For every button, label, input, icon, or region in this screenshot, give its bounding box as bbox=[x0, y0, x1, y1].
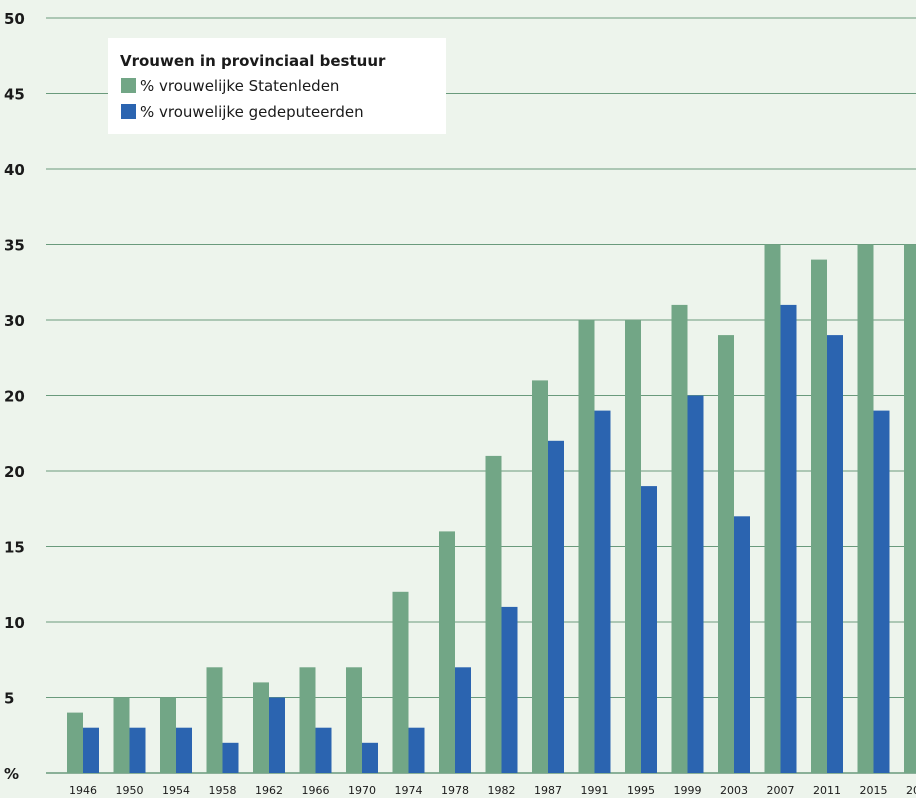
x-tick-label: 1966 bbox=[302, 784, 330, 797]
y-tick-label: 35 bbox=[4, 237, 25, 255]
bar-gedeputeerden bbox=[176, 727, 192, 773]
x-tick-label: 1974 bbox=[395, 784, 423, 797]
bar-gedeputeerden bbox=[594, 410, 611, 773]
bar-statenleden bbox=[671, 304, 688, 773]
bar-statenleden bbox=[113, 697, 130, 773]
bar-gedeputeerden bbox=[641, 486, 657, 773]
y-tick-label: 20 bbox=[4, 388, 25, 406]
bar-gedeputeerden bbox=[734, 516, 750, 773]
bar-statenleden bbox=[625, 320, 641, 773]
y-tick-label: 20 bbox=[4, 463, 25, 481]
x-tick-label: 1995 bbox=[627, 784, 655, 797]
bar-gedeputeerden bbox=[873, 410, 890, 773]
bar-statenleden bbox=[206, 667, 223, 773]
bar-statenleden bbox=[904, 244, 916, 773]
bar-gedeputeerden bbox=[362, 742, 378, 773]
y-tick-label: 15 bbox=[4, 539, 25, 557]
legend-background bbox=[108, 38, 446, 134]
bar-statenleden bbox=[253, 682, 269, 773]
y-tick-label: 5 bbox=[4, 690, 14, 708]
y-tick-label: 50 bbox=[4, 10, 25, 28]
x-tick-label: 1978 bbox=[441, 784, 469, 797]
x-tick-label: 1999 bbox=[674, 784, 702, 797]
legend-label-gedeputeerden: % vrouwelijke gedeputeerden bbox=[140, 103, 364, 121]
x-tick-label: 1987 bbox=[534, 784, 562, 797]
bar-statenleden bbox=[439, 531, 455, 773]
x-tick-label: 1958 bbox=[209, 784, 237, 797]
bar-statenleden bbox=[346, 667, 362, 773]
y-tick-label: 30 bbox=[4, 312, 25, 330]
bar-gedeputeerden bbox=[269, 697, 285, 773]
x-tick-label: 2011 bbox=[813, 784, 841, 797]
bar-statenleden bbox=[857, 244, 874, 773]
x-tick-label: 1970 bbox=[348, 784, 376, 797]
y-tick-label: 40 bbox=[4, 161, 25, 179]
bar-statenleden bbox=[718, 335, 734, 773]
y-tick-label: % bbox=[4, 765, 19, 783]
x-tick-label: 1950 bbox=[116, 784, 144, 797]
bar-statenleden bbox=[299, 667, 316, 773]
x-tick-label: 2019 bbox=[906, 784, 916, 797]
bar-gedeputeerden bbox=[827, 335, 843, 773]
bar-gedeputeerden bbox=[687, 395, 704, 773]
bar-gedeputeerden bbox=[455, 667, 471, 773]
x-axis-ticks: 1946 1950 1954 1958 1962 1966 1970 1974 1978 1982… bbox=[69, 784, 916, 797]
bar-statenleden bbox=[485, 455, 502, 773]
bar-gedeputeerden bbox=[548, 440, 564, 773]
bar-gedeputeerden bbox=[408, 727, 425, 773]
bar-statenleden bbox=[160, 697, 176, 773]
legend-swatch-gedeputeerden bbox=[121, 104, 136, 119]
legend: Vrouwen in provinciaal bestuur % vrouwel… bbox=[108, 38, 446, 134]
legend-title: Vrouwen in provinciaal bestuur bbox=[120, 52, 386, 70]
bar-gedeputeerden bbox=[83, 727, 99, 773]
bar-gedeputeerden bbox=[780, 304, 797, 773]
bar-gedeputeerden bbox=[315, 727, 332, 773]
y-tick-label: 45 bbox=[4, 86, 25, 104]
gridlines bbox=[46, 17, 916, 774]
x-tick-label: 2015 bbox=[860, 784, 888, 797]
x-tick-label: 1991 bbox=[581, 784, 609, 797]
bar-statenleden bbox=[532, 380, 548, 773]
bar-statenleden bbox=[578, 320, 595, 773]
bar-gedeputeerden bbox=[501, 606, 518, 773]
bar-statenleden bbox=[811, 259, 827, 774]
bar-statenleden bbox=[392, 591, 409, 773]
bar-statenleden bbox=[67, 712, 83, 773]
y-tick-label: 10 bbox=[4, 614, 25, 632]
x-tick-label: 1954 bbox=[162, 784, 190, 797]
bars bbox=[67, 244, 916, 774]
bar-gedeputeerden bbox=[222, 742, 239, 773]
bar-gedeputeerden bbox=[129, 727, 146, 773]
x-tick-label: 2003 bbox=[720, 784, 748, 797]
y-axis-ticks: % 5 10 15 20 20 30 35 40 45 50 bbox=[4, 10, 25, 783]
x-tick-label: 2007 bbox=[767, 784, 795, 797]
x-tick-label: 1962 bbox=[255, 784, 283, 797]
legend-label-statenleden: % vrouwelijke Statenleden bbox=[140, 77, 339, 95]
bar-statenleden bbox=[764, 244, 781, 773]
legend-swatch-statenleden bbox=[121, 78, 136, 93]
x-tick-label: 1982 bbox=[488, 784, 516, 797]
x-tick-label: 1946 bbox=[69, 784, 97, 797]
